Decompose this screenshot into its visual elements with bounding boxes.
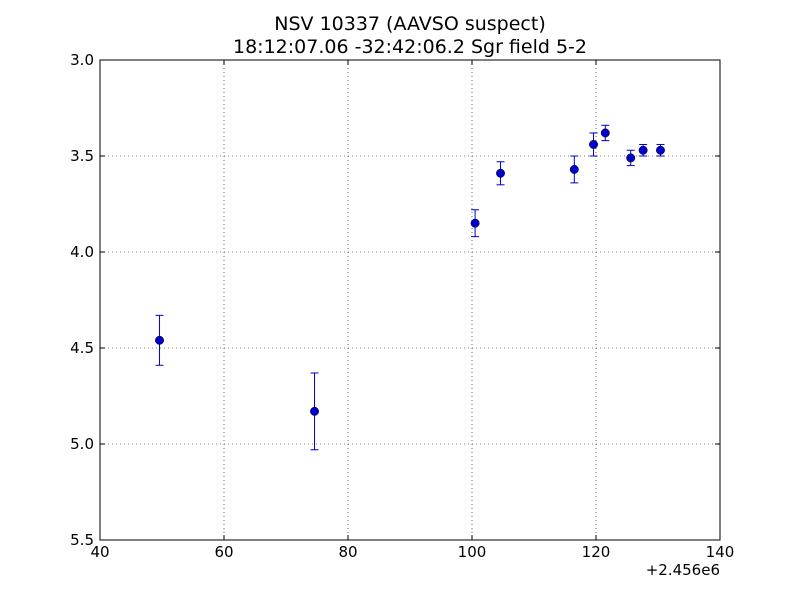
data-point	[638, 145, 648, 155]
chart-title-line1: NSV 10337 (AAVSO suspect)	[274, 13, 545, 35]
data-point	[656, 145, 665, 155]
grid	[100, 60, 720, 540]
data-point	[310, 406, 319, 416]
y-tick-label: 5.5	[70, 531, 94, 549]
y-tick-labels: 3.0 3.5 4.0 4.5 5.0 5.5	[70, 51, 94, 549]
x-tick-label: 100	[458, 543, 487, 561]
data-point	[626, 153, 636, 163]
y-tick-label: 4.5	[70, 339, 94, 357]
data-point	[496, 168, 505, 178]
data-points	[155, 128, 665, 416]
chart-title-line2: 18:12:07.06 -32:42:06.2 Sgr field 5-2	[233, 36, 587, 58]
data-point	[155, 335, 164, 345]
x-tick-label: 140	[706, 543, 735, 561]
data-point	[569, 164, 579, 174]
data-point	[589, 140, 598, 149]
data-point	[470, 218, 480, 228]
x-tick-label: 120	[582, 543, 611, 561]
y-tick-label: 4.0	[70, 243, 94, 261]
plot-frame	[99, 59, 721, 541]
error-bars	[155, 124, 665, 451]
x-tick-label: 60	[214, 543, 233, 561]
axis-ticks	[99, 59, 721, 541]
x-tick-label: 80	[338, 543, 357, 561]
y-tick-label: 3.0	[70, 51, 94, 69]
y-tick-label: 5.0	[70, 435, 94, 453]
x-tick-label: 40	[90, 543, 109, 561]
data-point	[600, 128, 610, 138]
x-tick-labels: 40 60 80 100 120 140	[90, 543, 734, 561]
y-tick-label: 3.5	[70, 147, 94, 165]
x-offset-label: +2.456e6	[646, 561, 720, 579]
